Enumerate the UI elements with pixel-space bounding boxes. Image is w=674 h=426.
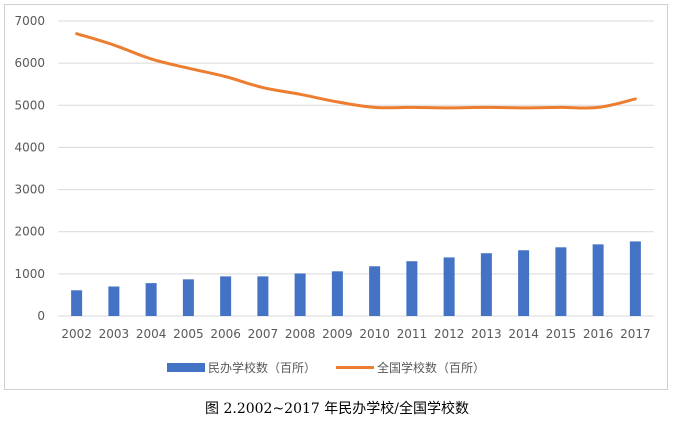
x-tick-label: 2010 [359,327,390,341]
x-tick-label: 2004 [136,327,167,341]
x-tick-label: 2008 [285,327,316,341]
x-tick-label: 2013 [471,327,502,341]
y-tick-label: 6000 [14,56,45,70]
x-tick-label: 2015 [546,327,577,341]
y-axis-ticks: 0 1000 2000 3000 4000 5000 6000 7000 [14,14,45,323]
x-tick-label: 2007 [248,327,279,341]
y-tick-label: 5000 [14,98,45,112]
bar-2002 [71,290,83,316]
bar-2015 [555,247,567,316]
line-total-schools [75,32,637,110]
bar-2007 [257,276,269,316]
bar-2017 [629,241,641,316]
bar-2011 [406,261,418,316]
bar-series [71,241,641,316]
y-tick-label: 3000 [14,183,45,197]
bar-2014 [518,250,530,316]
bar-2010 [369,266,381,316]
y-tick-label: 4000 [14,140,45,154]
figure-caption: 图 2.2002~2017 年民办学校/全国学校数 [205,401,469,417]
y-tick-label: 2000 [14,225,45,239]
bar-2013 [480,253,492,316]
line-series [75,32,637,110]
chart-frame [4,4,668,390]
x-tick-label: 2009 [322,327,353,341]
bar-2004 [145,283,157,316]
x-tick-label: 2002 [61,327,92,341]
y-tick-label: 1000 [14,267,45,281]
y-tick-label: 7000 [14,14,45,28]
legend-swatch-bar [167,363,205,372]
y-tick-label: 0 [37,309,45,323]
bar-2005 [182,279,194,316]
legend-label-line: 全国学校数（百所） [377,360,485,375]
bar-2006 [220,276,232,316]
x-tick-label: 2006 [210,327,241,341]
x-tick-label: 2016 [583,327,614,341]
x-tick-label: 2003 [99,327,130,341]
legend-label-bar: 民办学校数（百所） [208,360,316,375]
bar-2003 [108,286,120,316]
legend: 民办学校数（百所） 全国学校数（百所） [167,360,485,375]
bar-2016 [592,244,604,316]
bar-2012 [443,257,455,316]
bar-2009 [331,271,343,316]
x-axis-ticks: 2002 2003 2004 2005 2006 2007 2008 2009 2010 2011… [61,327,650,341]
x-tick-label: 2005 [173,327,204,341]
x-tick-label: 2012 [434,327,465,341]
bar-2008 [294,273,306,316]
x-tick-label: 2017 [620,327,651,341]
x-tick-label: 2014 [508,327,539,341]
x-tick-label: 2011 [397,327,428,341]
